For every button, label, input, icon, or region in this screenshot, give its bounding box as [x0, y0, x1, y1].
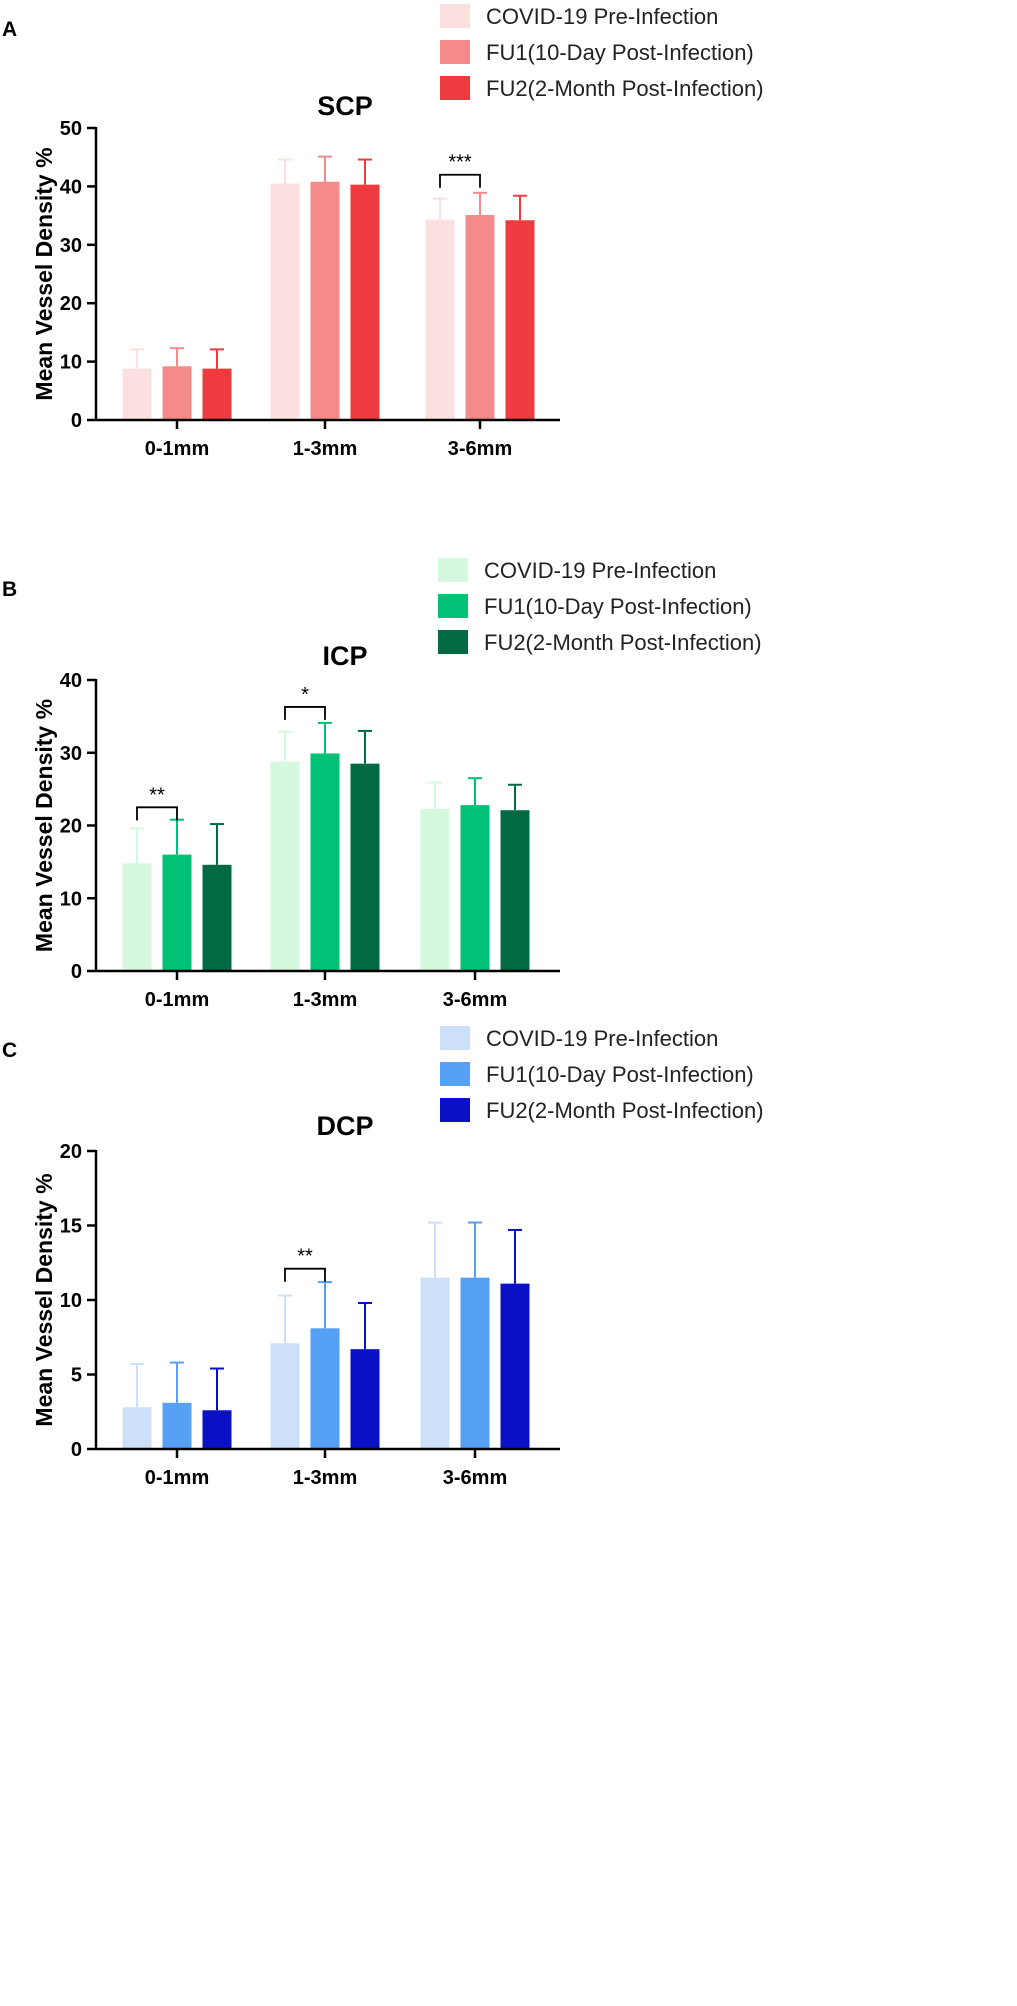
bar [505, 220, 535, 420]
panel-letter: A [2, 18, 17, 41]
bar [162, 1402, 192, 1449]
bar [202, 864, 232, 971]
legend-label: COVID-19 Pre-Infection [486, 1026, 718, 1051]
legend-swatch [438, 558, 468, 582]
bar [162, 854, 192, 971]
bar [122, 1407, 152, 1449]
y-tick-label: 20 [60, 816, 82, 838]
bar [310, 753, 340, 971]
significance-label: ** [297, 1246, 313, 1268]
x-tick-label: 0-1mm [145, 989, 209, 1011]
bar [425, 219, 455, 420]
bar [270, 183, 300, 420]
x-tick-label: 3-6mm [443, 1467, 507, 1489]
x-tick-label: 3-6mm [448, 438, 512, 460]
y-tick-label: 0 [71, 961, 82, 983]
chart-title: ICP [322, 641, 367, 671]
bar [460, 805, 490, 971]
x-tick-label: 1-3mm [293, 438, 357, 460]
chart-panel-a: A SCP COVID-19 Pre-Infection FU1(10-Day Pos… [2, 4, 764, 460]
legend-label: FU2(2-Month Post-Infection) [486, 76, 764, 101]
bar [202, 368, 232, 420]
x-tick-label: 1-3mm [293, 1467, 357, 1489]
y-tick-label: 30 [60, 235, 82, 257]
y-tick-label: 20 [60, 293, 82, 315]
bar [460, 1277, 490, 1449]
panel-letter: B [2, 578, 17, 601]
bar [500, 810, 530, 971]
legend-swatch [440, 76, 470, 100]
significance-bracket [284, 1267, 326, 1282]
chart-title: DCP [316, 1111, 373, 1141]
y-tick-label: 20 [60, 1141, 82, 1163]
chart-panel-b: B ICP COVID-19 Pre-Infection FU1(10-Day Pos… [2, 558, 762, 1011]
legend-label: FU1(10-Day Post-Infection) [484, 594, 752, 619]
bar [420, 1277, 450, 1449]
y-tick-label: 10 [60, 888, 82, 910]
y-tick-label: 40 [60, 670, 82, 692]
bar [162, 366, 192, 420]
legend: COVID-19 Pre-Infection FU1(10-Day Post-In… [440, 4, 764, 101]
bar [500, 1283, 530, 1449]
legend-label: FU2(2-Month Post-Infection) [484, 630, 762, 655]
legend: COVID-19 Pre-Infection FU1(10-Day Post-In… [440, 1026, 764, 1123]
significance-label: *** [448, 152, 472, 174]
significance-label: ** [149, 784, 165, 806]
y-tick-label: 10 [60, 1290, 82, 1312]
bar [310, 181, 340, 420]
legend-swatch [438, 594, 468, 618]
significance-label: * [301, 684, 309, 706]
legend-swatch [440, 40, 470, 64]
bar [122, 368, 152, 420]
y-tick-label: 30 [60, 743, 82, 765]
legend-swatch [438, 630, 468, 654]
chart-title: SCP [317, 91, 373, 121]
bar [350, 763, 380, 971]
y-tick-label: 15 [60, 1216, 82, 1238]
bar [122, 863, 152, 971]
significance-bracket [284, 706, 326, 720]
x-tick-label: 3-6mm [443, 989, 507, 1011]
y-axis-label: Mean Vessel Density % [31, 699, 57, 952]
x-tick-label: 0-1mm [145, 438, 209, 460]
panel-letter: C [2, 1039, 17, 1062]
y-tick-label: 5 [71, 1365, 82, 1387]
y-tick-label: 40 [60, 176, 82, 198]
y-tick-label: 50 [60, 118, 82, 140]
bar [202, 1410, 232, 1449]
bar [270, 761, 300, 971]
significance-bracket [439, 173, 481, 188]
x-tick-label: 1-3mm [293, 989, 357, 1011]
bar [465, 215, 495, 420]
bar [270, 1343, 300, 1449]
legend-label: FU2(2-Month Post-Infection) [486, 1098, 764, 1123]
legend-swatch [440, 1098, 470, 1122]
y-axis-label: Mean Vessel Density % [31, 1173, 57, 1426]
legend-label: COVID-19 Pre-Infection [484, 558, 716, 583]
legend-label: FU1(10-Day Post-Infection) [486, 40, 754, 65]
legend-swatch [440, 1062, 470, 1086]
y-axis-label: Mean Vessel Density % [31, 147, 57, 400]
chart-panel-c: C DCP COVID-19 Pre-Infection FU1(10-Day Pos… [2, 1026, 764, 1489]
legend-label: FU1(10-Day Post-Infection) [486, 1062, 754, 1087]
significance-bracket [136, 806, 178, 821]
bar [310, 1328, 340, 1449]
x-tick-label: 0-1mm [145, 1467, 209, 1489]
y-tick-label: 10 [60, 352, 82, 374]
legend-label: COVID-19 Pre-Infection [486, 4, 718, 29]
bar [350, 184, 380, 420]
legend-swatch [440, 4, 470, 28]
legend: COVID-19 Pre-Infection FU1(10-Day Post-In… [438, 558, 762, 655]
legend-swatch [440, 1026, 470, 1050]
bar [420, 808, 450, 971]
y-tick-label: 0 [71, 1439, 82, 1461]
bar [350, 1349, 380, 1449]
y-tick-label: 0 [71, 410, 82, 432]
